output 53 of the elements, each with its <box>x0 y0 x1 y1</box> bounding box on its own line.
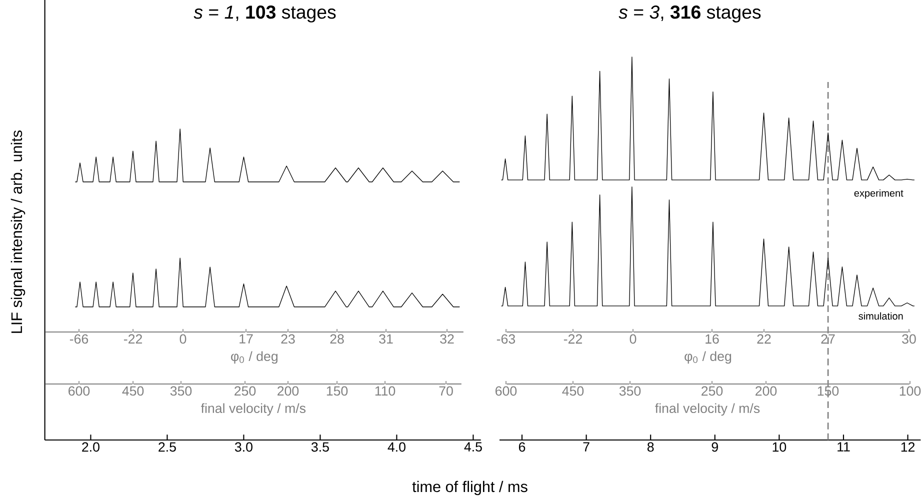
annotation: 22 <box>757 334 771 344</box>
x-tick-label: 10 <box>772 442 786 452</box>
annotation: 110 <box>375 386 396 396</box>
annotation: 600 <box>496 386 517 396</box>
annotation: 16 <box>706 334 719 344</box>
x-tick-label: 2.0 <box>82 442 100 452</box>
annotation: 250 <box>234 386 256 396</box>
annotation: 350 <box>170 386 192 396</box>
annotation: -22 <box>124 334 142 344</box>
annotation: 0 <box>180 334 186 344</box>
annotation: 350 <box>619 386 641 396</box>
annotation: 200 <box>756 386 777 396</box>
x-tick-label: 12 <box>901 442 915 452</box>
series-label: experiment <box>854 189 904 199</box>
series-label: simulation <box>858 312 903 320</box>
y-axis-title: LIF signal intensity / arb. units <box>10 130 26 333</box>
x-tick-label: 7 <box>583 442 590 452</box>
annotation: 32 <box>440 334 454 344</box>
annotation: 28 <box>330 334 344 344</box>
x-tick-label: 2.5 <box>158 442 176 452</box>
annotation: final velocity / m/s <box>200 403 306 416</box>
annotation: 31 <box>379 334 393 344</box>
x-tick-label: 3.0 <box>234 442 252 452</box>
annotation: 450 <box>562 386 584 396</box>
chart-title: s = 1, 103 stages <box>194 6 336 22</box>
chart-title: s = 3, 316 stages <box>618 6 761 22</box>
annotation: 150 <box>326 386 348 396</box>
annotation: 70 <box>439 386 453 396</box>
annotation: final velocity / m/s <box>655 403 760 416</box>
annotation: 600 <box>68 386 90 396</box>
annotation: -63 <box>496 334 516 344</box>
x-tick-label: 4.5 <box>464 442 482 452</box>
x-axis-title: time of flight / ms <box>412 480 528 496</box>
annotation: 27 <box>821 334 835 344</box>
annotation: 200 <box>278 386 299 396</box>
annotation: 250 <box>702 386 723 396</box>
annotation: 0 <box>630 334 636 344</box>
x-tick-label: 3.5 <box>311 442 329 452</box>
x-tick-label: 4.0 <box>388 442 406 452</box>
annotation: 17 <box>240 334 253 344</box>
x-tick-label: 11 <box>838 442 850 452</box>
x-tick-label: 8 <box>647 442 654 452</box>
annotation: -66 <box>70 334 88 344</box>
annotation: 100 <box>900 386 921 396</box>
annotation: 30 <box>902 334 916 344</box>
annotation: 150 <box>818 386 839 396</box>
annotation: φ$_{0}$ / deg <box>231 351 278 364</box>
annotation: 23 <box>281 334 295 344</box>
x-tick-label: 6 <box>518 442 526 452</box>
annotation: φ$_{0}$ / deg <box>684 351 732 364</box>
annotation: -22 <box>564 334 582 344</box>
x-tick-label: 9 <box>712 442 718 452</box>
annotation: 450 <box>122 386 144 396</box>
